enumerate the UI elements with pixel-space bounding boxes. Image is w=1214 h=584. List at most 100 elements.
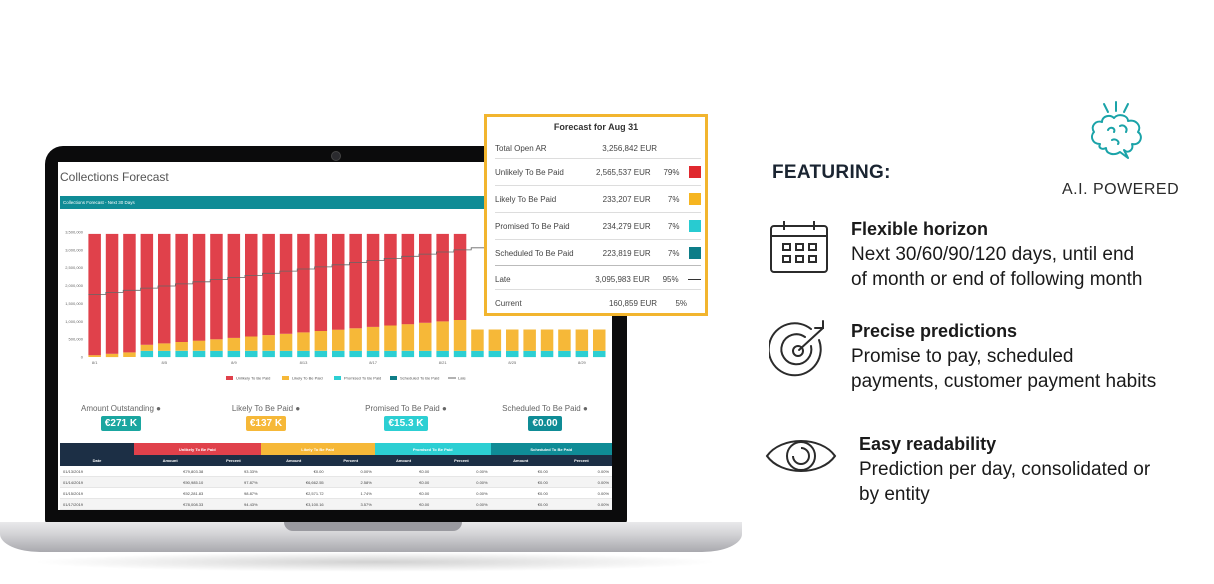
bar-unlikely[interactable]: [123, 233, 136, 353]
bar-promised[interactable]: [540, 350, 554, 358]
bar-likely[interactable]: [140, 344, 154, 351]
bar-likely[interactable]: [314, 331, 328, 351]
bar-likely[interactable]: [158, 343, 171, 351]
bar-unlikely[interactable]: [227, 233, 241, 338]
bar-likely[interactable]: [384, 325, 397, 351]
table-header[interactable]: Amount: [490, 455, 551, 466]
bar-unlikely[interactable]: [210, 233, 223, 340]
bar-likely[interactable]: [523, 329, 536, 351]
bar-unlikely[interactable]: [401, 233, 415, 325]
table-header[interactable]: Amount: [134, 455, 207, 466]
bar-promised[interactable]: [366, 350, 380, 358]
bar-likely[interactable]: [471, 329, 484, 351]
bar-likely[interactable]: [593, 329, 606, 351]
bar-unlikely[interactable]: [366, 233, 380, 327]
bar-likely[interactable]: [558, 329, 571, 351]
bar-promised[interactable]: [453, 350, 467, 358]
bar-unlikely[interactable]: [453, 233, 467, 320]
table-row[interactable]: 01/13/2019 €79,803.38 93.33% €0.00 0.00%…: [60, 466, 612, 477]
bar-promised[interactable]: [175, 350, 188, 358]
bar-promised[interactable]: [436, 350, 449, 358]
bar-likely[interactable]: [436, 321, 449, 351]
table-header[interactable]: Amount: [260, 455, 327, 466]
bar-unlikely[interactable]: [192, 233, 206, 341]
bar-promised[interactable]: [384, 350, 397, 358]
table-header[interactable]: Percent: [206, 455, 261, 466]
bar-likely[interactable]: [332, 329, 345, 351]
bar-promised[interactable]: [349, 350, 362, 358]
table-row[interactable]: 01/17/2019 €78,008.33 94.43% €3,100.16 3…: [60, 498, 612, 510]
bar-promised[interactable]: [297, 350, 310, 358]
bar-likely[interactable]: [575, 329, 589, 351]
bar-promised[interactable]: [262, 350, 275, 358]
bar-promised[interactable]: [227, 350, 241, 358]
bar-likely[interactable]: [245, 336, 258, 351]
table-row[interactable]: 01/15/2019 €92,281.83 98.87% €2,571.72 1…: [60, 487, 612, 499]
bar-promised[interactable]: [558, 350, 571, 358]
bar-promised[interactable]: [279, 350, 293, 358]
bar-unlikely[interactable]: [262, 233, 275, 336]
table-cell: 93.33%: [206, 466, 261, 477]
bar-promised[interactable]: [332, 350, 345, 358]
tooltip-amount: 3,256,842 EUR: [602, 143, 657, 153]
bar-likely[interactable]: [192, 340, 206, 351]
bar-unlikely[interactable]: [105, 233, 119, 354]
table-header[interactable]: Percent: [550, 455, 612, 466]
table-cell: 0.00%: [550, 498, 612, 510]
bar-likely[interactable]: [401, 324, 415, 351]
bar-likely[interactable]: [175, 342, 188, 351]
bar-unlikely[interactable]: [140, 233, 154, 345]
table-header[interactable]: Percent: [432, 455, 491, 466]
bar-likely[interactable]: [210, 339, 223, 351]
bar-unlikely[interactable]: [314, 233, 328, 331]
bar-unlikely[interactable]: [436, 233, 449, 322]
bar-likely[interactable]: [419, 322, 432, 351]
table-cell: 98.87%: [206, 487, 261, 499]
bar-likely[interactable]: [488, 329, 502, 351]
bar-promised[interactable]: [471, 350, 484, 358]
table-header[interactable]: Amount: [374, 455, 433, 466]
bar-likely[interactable]: [227, 337, 241, 351]
bar-likely[interactable]: [297, 332, 310, 351]
bar-likely[interactable]: [453, 320, 467, 351]
bar-promised[interactable]: [192, 350, 206, 358]
bar-likely[interactable]: [366, 326, 380, 351]
bar-unlikely[interactable]: [349, 233, 362, 329]
bar-promised[interactable]: [506, 350, 519, 358]
bar-likely[interactable]: [88, 355, 101, 357]
bar-promised[interactable]: [140, 350, 154, 358]
table-header[interactable]: Percent: [326, 455, 375, 466]
bar-unlikely[interactable]: [297, 233, 310, 333]
tooltip-amount: 3,095,983 EUR: [595, 274, 650, 284]
bar-promised[interactable]: [575, 350, 589, 358]
bar-promised[interactable]: [523, 350, 536, 358]
bar-likely[interactable]: [262, 335, 275, 351]
table-header[interactable]: Date: [60, 455, 134, 466]
bar-promised[interactable]: [419, 350, 432, 358]
bar-promised[interactable]: [314, 350, 328, 358]
bar-unlikely[interactable]: [419, 233, 432, 323]
bar-promised[interactable]: [488, 350, 502, 358]
table-cell: 0.00%: [550, 466, 612, 477]
bar-unlikely[interactable]: [158, 233, 171, 344]
bar-likely[interactable]: [349, 328, 362, 351]
bar-promised[interactable]: [210, 350, 223, 358]
bar-promised[interactable]: [401, 350, 415, 358]
bar-promised[interactable]: [593, 350, 606, 358]
bar-likely[interactable]: [105, 353, 119, 358]
bar-likely[interactable]: [279, 333, 293, 351]
bar-likely[interactable]: [540, 329, 554, 351]
table-row[interactable]: 01/14/2019 €90,985.10 97.87% €6,662.55 2…: [60, 476, 612, 488]
bar-unlikely[interactable]: [384, 233, 397, 326]
tooltip-label: Current: [495, 298, 522, 308]
bar-likely[interactable]: [123, 352, 136, 357]
bar-promised[interactable]: [158, 350, 171, 358]
bar-unlikely[interactable]: [332, 233, 345, 330]
bar-unlikely[interactable]: [175, 233, 188, 342]
bar-likely[interactable]: [506, 329, 519, 351]
bar-promised[interactable]: [245, 350, 258, 358]
table-cell: €0.00: [374, 487, 433, 499]
feature-desc-easy-readability: Prediction per day, consolidated or by e…: [859, 457, 1150, 507]
bar-unlikely[interactable]: [279, 233, 293, 334]
bar-unlikely[interactable]: [245, 233, 258, 337]
